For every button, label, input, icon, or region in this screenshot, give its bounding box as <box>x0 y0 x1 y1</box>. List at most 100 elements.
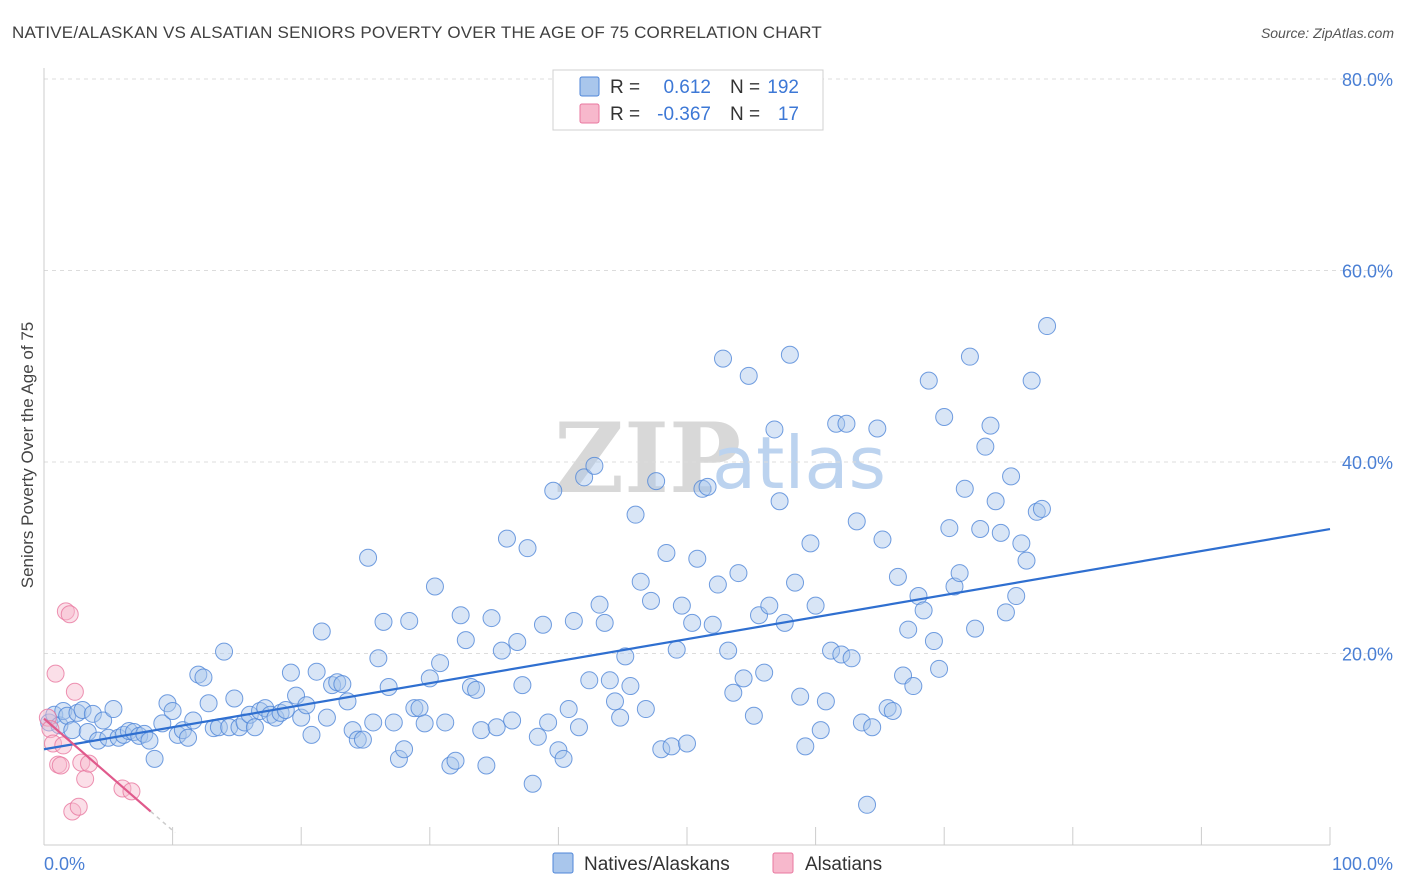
data-point <box>145 749 164 768</box>
data-point <box>312 622 331 641</box>
data-point <box>276 700 295 719</box>
bottom-legend-label-alsatians: Alsatians <box>805 854 882 875</box>
data-point <box>899 620 918 639</box>
data-point <box>595 613 614 632</box>
data-point <box>41 720 60 739</box>
series-layer <box>38 317 1057 821</box>
data-point <box>1017 551 1036 570</box>
data-point <box>94 711 113 730</box>
watermark-atlas: atlas <box>712 421 886 505</box>
data-point <box>508 633 527 652</box>
data-point <box>492 641 511 660</box>
data-point <box>636 700 655 719</box>
data-point <box>996 603 1015 622</box>
y-tick-label: 40.0% <box>1342 453 1393 473</box>
data-point <box>883 701 902 720</box>
legend-swatch-natives <box>579 76 600 97</box>
data-point <box>333 675 352 694</box>
data-point <box>487 718 506 737</box>
data-point <box>744 706 763 725</box>
data-point <box>739 366 758 385</box>
data-point <box>616 647 635 666</box>
data-point <box>914 601 933 620</box>
data-point <box>302 725 321 744</box>
data-point <box>395 740 414 759</box>
data-point <box>215 642 234 661</box>
data-point <box>369 649 388 668</box>
y-tick-label: 60.0% <box>1342 262 1393 282</box>
data-point <box>199 694 218 713</box>
data-point <box>467 680 486 699</box>
data-point <box>683 613 702 632</box>
data-point <box>446 751 465 770</box>
data-point <box>755 663 774 682</box>
data-point <box>544 481 563 500</box>
data-point <box>600 671 619 690</box>
data-point <box>672 596 691 615</box>
data-point <box>518 539 537 558</box>
data-point <box>353 730 372 749</box>
data-point <box>1027 502 1046 521</box>
bottom-legend-label-natives: Natives/Alaskans <box>584 854 730 875</box>
data-point <box>189 665 208 684</box>
data-point <box>451 606 470 625</box>
data-point <box>1022 371 1041 390</box>
data-point <box>873 530 892 549</box>
data-point <box>770 492 789 511</box>
bottom-legend: Natives/Alaskans Alsatians <box>552 852 882 875</box>
data-point <box>564 611 583 630</box>
data-point <box>379 678 398 697</box>
legend-swatch-alsatians <box>579 103 600 124</box>
data-point <box>806 596 825 615</box>
data-point <box>140 731 159 750</box>
data-point <box>863 718 882 737</box>
data-point <box>966 619 985 638</box>
data-point <box>472 721 491 740</box>
data-point <box>816 692 835 711</box>
data-point <box>662 737 681 756</box>
data-point <box>981 416 1000 435</box>
data-point <box>477 756 496 775</box>
data-point <box>657 543 676 562</box>
data-point <box>461 678 480 697</box>
data-point <box>549 741 568 760</box>
data-point <box>935 407 954 426</box>
legend-n-natives: 192 <box>767 77 799 98</box>
trend-line-alsatians <box>43 717 152 813</box>
data-point <box>163 701 182 720</box>
data-point <box>1007 587 1026 606</box>
data-point <box>765 420 784 439</box>
data-point <box>76 769 95 788</box>
data-point <box>796 737 815 756</box>
data-point <box>281 663 300 682</box>
data-point <box>410 699 429 718</box>
data-point <box>986 492 1005 511</box>
data-point <box>667 640 686 659</box>
y-axis-label: Seniors Poverty Over the Age of 75 <box>18 322 37 588</box>
data-point <box>780 345 799 364</box>
data-point <box>888 567 907 586</box>
data-point <box>852 713 871 732</box>
data-point <box>678 734 696 753</box>
chart-source: Source: ZipAtlas.com <box>1261 25 1394 41</box>
data-point <box>58 706 77 725</box>
data-point <box>415 714 434 733</box>
data-point <box>950 564 969 583</box>
watermark: ZIP atlas <box>554 402 886 515</box>
data-point <box>940 519 959 538</box>
data-point <box>384 713 403 732</box>
data-point <box>729 564 748 583</box>
data-point <box>68 703 87 722</box>
data-point <box>364 713 383 732</box>
data-point <box>605 692 624 711</box>
data-point <box>539 713 558 732</box>
data-point <box>374 612 393 631</box>
data-point <box>991 523 1010 542</box>
axis-layer: 20.0% 40.0% 60.0% 80.0% 0.0% 100.0% <box>43 68 1393 874</box>
data-point <box>930 659 949 678</box>
data-point <box>631 572 650 591</box>
data-point <box>63 721 82 740</box>
data-point <box>580 671 599 690</box>
data-point <box>441 756 460 775</box>
